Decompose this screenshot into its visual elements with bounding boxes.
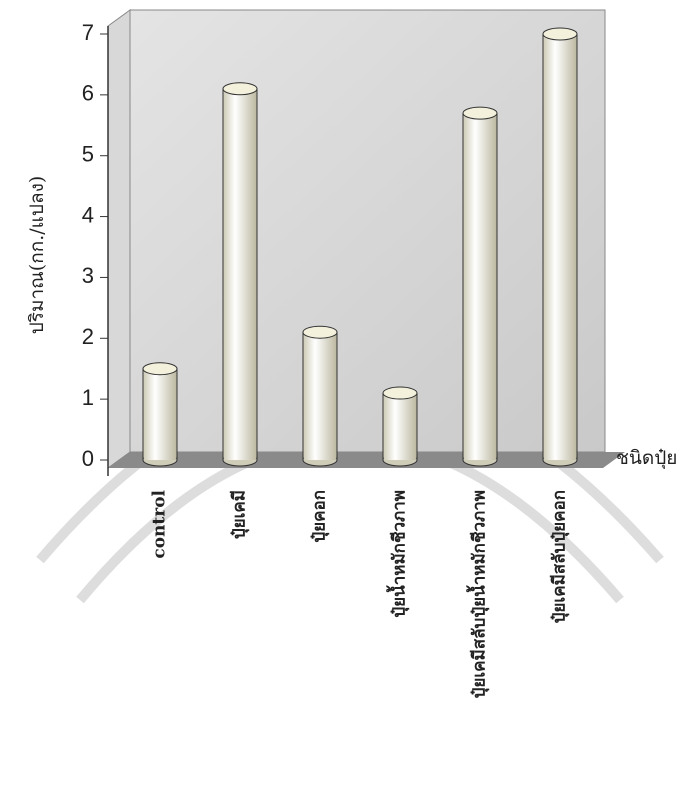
x-tick-label: ปุ๋ยคอก [310, 490, 330, 543]
chart: ปริมาณ(กก./แปลง) ชนิดปุ๋ย 0 1 2 3 4 5 6 7 contro… [0, 0, 694, 796]
y-tick-label: 2 [82, 324, 94, 349]
bar-body [304, 332, 337, 460]
bar-top [143, 363, 177, 375]
y-tick-label: 0 [82, 446, 94, 471]
side-wall [108, 10, 130, 468]
y-tick-label: 6 [82, 81, 94, 106]
y-axis-label: ปริมาณ(กก./แปลง) [26, 176, 48, 335]
bar-body [544, 34, 577, 460]
bar-body [384, 393, 417, 460]
bar-body [224, 89, 257, 460]
y-tick-label: 3 [82, 263, 94, 288]
back-wall [130, 10, 605, 452]
y-tick-label: 5 [82, 142, 94, 167]
x-tick-label: ปุ๋ยเคมีสลับปุ๋ยน้ำหมักชีวภาพ [466, 490, 490, 698]
bar-top [463, 107, 497, 119]
y-tick-label: 4 [82, 202, 94, 227]
bar-top [543, 28, 577, 40]
x-tick-label: ปุ๋ยเคมี [229, 490, 250, 539]
y-tick-label: 1 [82, 385, 94, 410]
y-tick-label: 7 [82, 20, 94, 45]
bar-body [144, 369, 177, 460]
bar-body [464, 113, 497, 460]
x-tick-label: control [150, 489, 170, 558]
bar-top [383, 387, 417, 399]
bar-top [223, 83, 257, 95]
x-axis-label: ชนิดปุ๋ย [616, 447, 677, 470]
bar-top [303, 326, 337, 338]
x-tick-label: ปุ๋ยน้ำหมักชีวภาพ [386, 490, 410, 618]
x-tick-label: ปุ๋ยเคมีสลับปุ๋ยคอก [549, 490, 570, 623]
